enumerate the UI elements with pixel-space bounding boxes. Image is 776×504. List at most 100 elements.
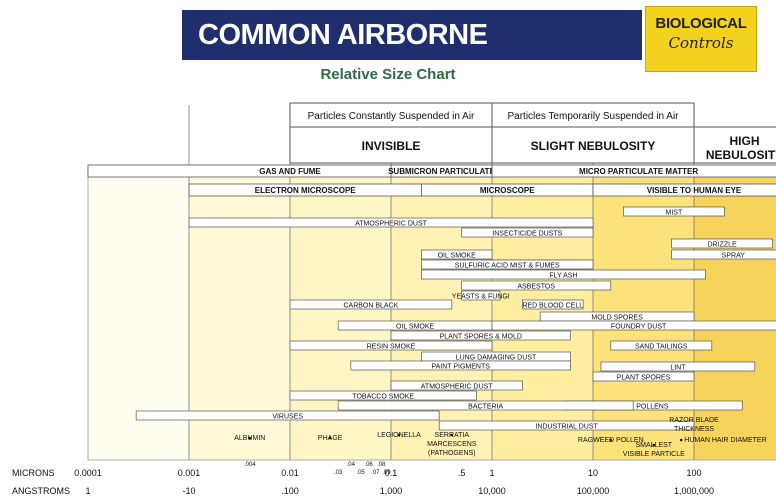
logo-line2: Controls: [668, 34, 734, 52]
axis-tick-label: 10: [588, 468, 598, 478]
reference-label: RAGWEED POLLEN: [578, 437, 644, 444]
reference-dot: [397, 433, 401, 437]
contaminant-bar: [135, 410, 440, 421]
particle-class-label: MICRO PARTICULATE MATTER: [579, 167, 698, 176]
contaminant-bar: [461, 280, 612, 291]
contaminant-label: MOLD SPORES: [591, 315, 643, 322]
reference-label: LEGIONELLA: [377, 432, 421, 439]
contaminant-label: CARBON BLACK: [343, 303, 398, 310]
axis-tick-label: 1,000,000: [674, 486, 714, 496]
particle-class-label: SUBMICRON PARTICULATE: [388, 167, 495, 176]
reference-label: SERRATIA: [435, 432, 470, 439]
reference-label: PHAGE: [318, 435, 343, 442]
contaminant-bar: [188, 217, 594, 228]
particle-class-label: GAS AND FUME: [259, 167, 321, 176]
contaminant-bar: [350, 360, 571, 371]
contaminant-label: TOBACCO SMOKE: [352, 394, 414, 401]
contaminant-label: INSECTICIDE DUSTS: [492, 231, 562, 238]
contaminant-label: FOUNDRY DUST: [611, 324, 667, 331]
visibility-box: [491, 126, 695, 164]
reference-dot: [679, 438, 683, 442]
top-category-box: [491, 102, 695, 128]
minor-tick-label: .08: [377, 462, 386, 468]
reference-dot: [652, 443, 656, 447]
visibility-label: INVISIBLE: [362, 139, 421, 153]
contaminant-label: ATMOSPHERIC DUST: [421, 384, 494, 391]
minor-tick-label: .09: [382, 470, 391, 476]
reference-label-line2: THICKNESS: [674, 426, 714, 433]
contaminant-label: PLANT SPORES: [617, 375, 671, 382]
reference-dot: [450, 433, 454, 437]
contaminant-label: FLY ASH: [549, 273, 577, 280]
reference-label: HUMAN HAIR DIAMETER: [684, 437, 766, 444]
axis-tick-label: 0.0001: [74, 468, 102, 478]
visibility-label: HIGH: [730, 134, 760, 148]
visibility-label: NEBULOSITY: [706, 148, 776, 162]
contaminant-bar: [289, 340, 493, 351]
contaminant-bar: [337, 400, 634, 411]
visibility-box: [693, 126, 776, 164]
axis-tick-label: 10,000: [478, 486, 506, 496]
axis-tick-label: 0.01: [281, 468, 299, 478]
contaminant-bar: [600, 361, 756, 372]
contaminant-label: PAINT PIGMENTS: [431, 364, 490, 371]
contaminant-label: VIRUSES: [272, 414, 303, 421]
contaminant-label: MIST: [666, 210, 683, 217]
contaminant-label: ATMOSPHERIC DUST: [355, 221, 428, 228]
axis-tick-label: .5: [458, 468, 466, 478]
axis-tick-label: .100: [281, 486, 299, 496]
contaminant-bar: [421, 269, 706, 280]
contaminant-bar: [289, 299, 453, 310]
observation-method-label: ELECTRON MICROSCOPE: [255, 186, 357, 195]
reference-dot: [328, 436, 332, 440]
brand-logo: BIOLOGICAL Controls: [645, 6, 757, 72]
contaminant-bar: [438, 420, 695, 431]
axis-tick-label: 0.1: [385, 468, 398, 478]
contaminant-label: DRIZZLE: [708, 242, 738, 249]
particle-class-bar: [491, 164, 776, 178]
reference-label-line2: MARCESCENS: [427, 441, 477, 448]
contaminant-label: LINT: [670, 365, 686, 372]
top-category-label: Particles Constantly Suspended in Air: [308, 111, 475, 122]
visibility-box: [289, 126, 493, 164]
contaminant-bar: [623, 206, 725, 217]
contaminant-bar: [610, 340, 713, 351]
contaminant-bar: [671, 238, 773, 249]
contaminant-label: SULFURIC ACID MIST & FUMES: [455, 263, 560, 270]
contaminant-label: RESIN SMOKE: [367, 344, 416, 351]
axis-row-label: ANGSTROMS: [12, 486, 70, 496]
axis-tick-label: 1,000: [380, 486, 403, 496]
logo-line1: BIOLOGICAL: [655, 15, 747, 32]
contaminant-bar: [671, 249, 776, 260]
minor-tick-label: .06: [364, 462, 373, 468]
contaminant-label: LUNG DAMAGING DUST: [456, 355, 537, 362]
axis-tick-label: -10: [182, 486, 195, 496]
contaminant-label: PLANT SPORES & MOLD: [440, 334, 522, 341]
contaminant-bar: [461, 227, 594, 238]
minor-tick-label: .04: [347, 462, 356, 468]
contaminant-label: SPRAY: [722, 253, 746, 260]
reference-label-line2: VISIBLE PARTICLE: [623, 451, 685, 458]
minor-tick-label: .004: [244, 462, 256, 468]
minor-tick-label: .05: [356, 470, 365, 476]
contaminant-bar: [522, 299, 584, 310]
contaminant-bar: [289, 390, 477, 401]
contaminant-label: INDUSTRIAL DUST: [535, 424, 598, 431]
page-title: COMMON AIRBORNE CONTAMINANTS: [198, 19, 488, 101]
contaminant-bar: [421, 259, 594, 270]
contaminant-label: OIL SMOKE: [396, 324, 435, 331]
observation-method-bar: [592, 183, 776, 197]
reference-label: RAZOR BLADE: [669, 417, 719, 424]
contaminant-bar: [390, 330, 571, 341]
axis-tick-label: 1: [489, 468, 494, 478]
contaminant-bar: [421, 249, 493, 260]
title-banner: COMMON AIRBORNE CONTAMINANTS: [182, 10, 642, 101]
reference-dot: [609, 438, 613, 442]
axis-row-label: MICRONS: [12, 468, 55, 478]
reference-label: ALBUMIN: [234, 435, 265, 442]
contaminant-bar: [461, 290, 501, 301]
minor-tick-label: .03: [334, 470, 343, 476]
contaminant-bar: [390, 380, 523, 391]
contaminant-label: RED BLOOD CELL: [522, 303, 583, 310]
